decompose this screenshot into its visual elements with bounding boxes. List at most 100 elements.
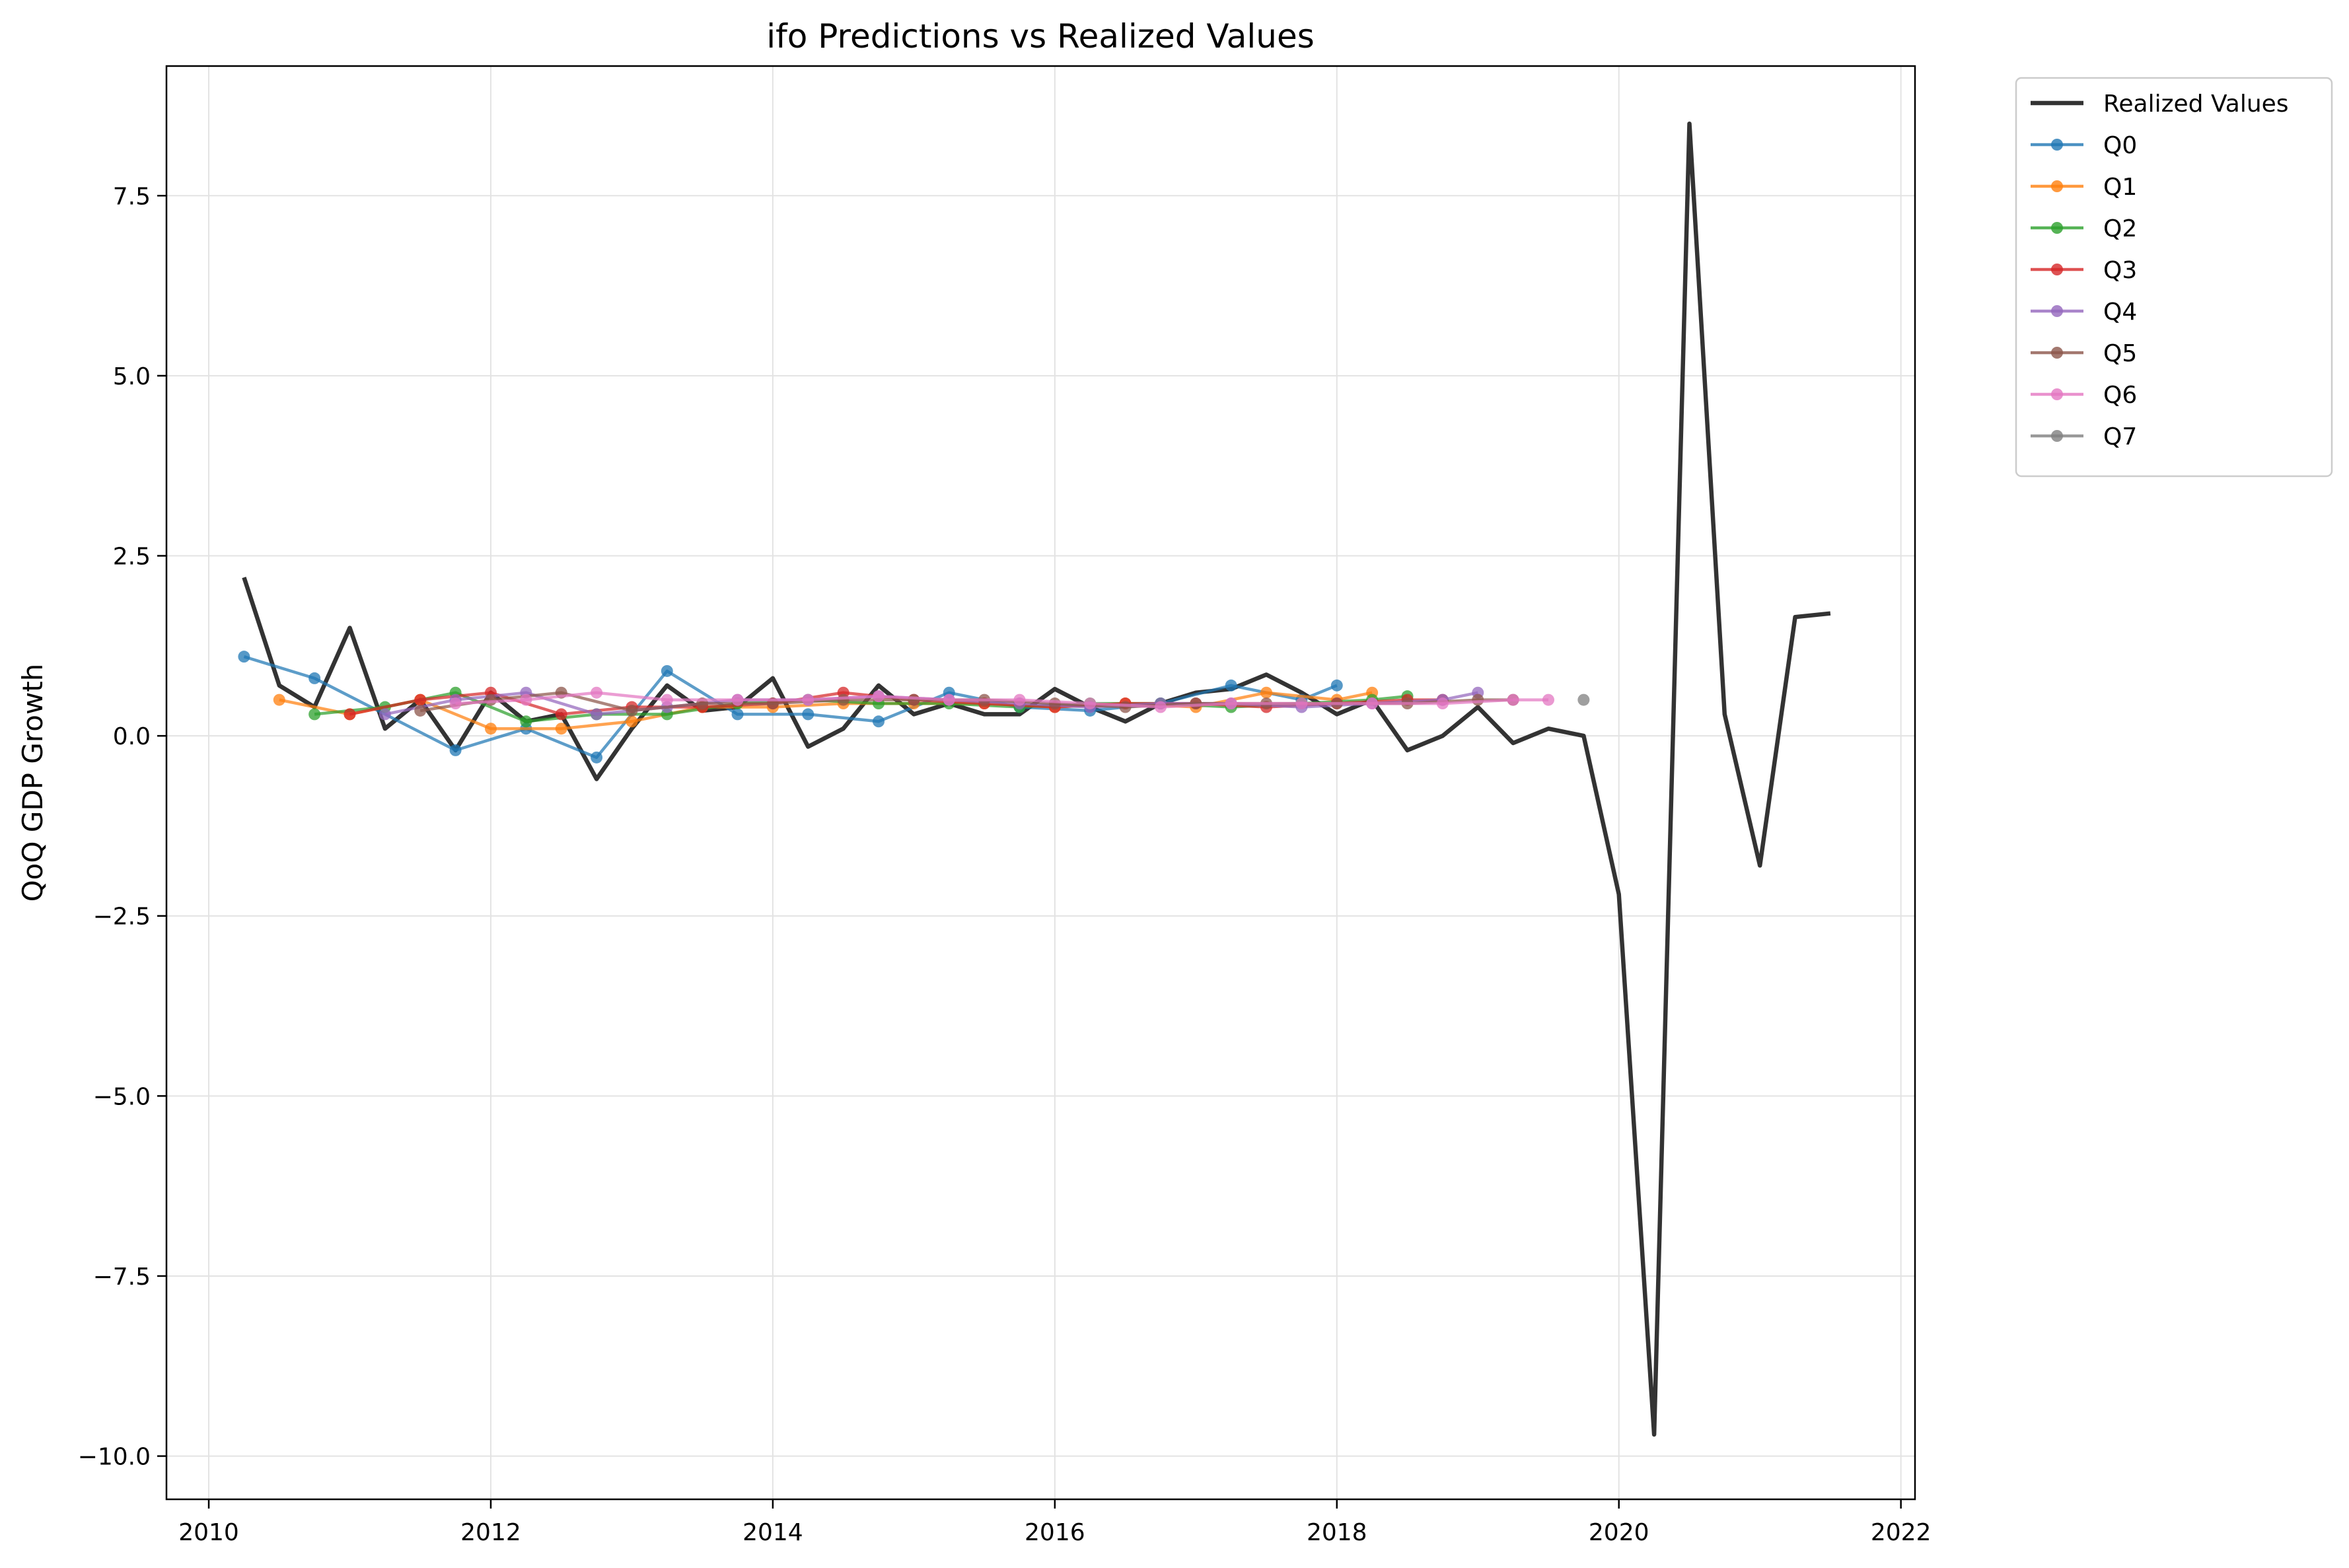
data-point [1436, 697, 1449, 710]
legend-marker [2051, 347, 2063, 359]
data-point [837, 694, 849, 706]
data-point [379, 708, 391, 721]
legend-item: Q5 [2031, 340, 2137, 367]
legend-item: Q2 [2031, 215, 2137, 242]
legend-marker [2051, 264, 2063, 275]
legend-item: Q7 [2031, 423, 2137, 450]
data-point [520, 694, 532, 706]
data-point [591, 708, 603, 721]
legend-item: Q1 [2031, 174, 2137, 201]
data-point [943, 694, 955, 706]
legend-marker [2051, 388, 2063, 400]
data-point [308, 672, 321, 684]
y-tick-label: −10.0 [78, 1444, 151, 1471]
data-point [1507, 694, 1519, 706]
grid [166, 66, 1915, 1499]
data-point [484, 694, 497, 706]
data-point [802, 694, 814, 706]
legend-marker [2051, 180, 2063, 192]
data-point [449, 697, 462, 710]
data-point [484, 723, 497, 735]
series-layer [238, 121, 1831, 1437]
data-point [273, 694, 285, 706]
data-point [661, 694, 673, 706]
data-point [1225, 679, 1237, 692]
data-point [555, 708, 567, 721]
legend-label: Q7 [2103, 423, 2137, 450]
data-point [308, 708, 321, 721]
data-point [414, 704, 427, 717]
legend-marker [2051, 139, 2063, 151]
plot-frame [165, 65, 1916, 1501]
data-point [238, 651, 250, 663]
legend-item: Q6 [2031, 382, 2137, 409]
legend-marker [2051, 430, 2063, 442]
legend-label: Q5 [2103, 340, 2137, 367]
data-point [908, 694, 920, 706]
y-tick-label: 7.5 [113, 183, 151, 210]
legend-label: Q3 [2103, 257, 2137, 284]
legend-item: Q0 [2031, 132, 2137, 159]
legend-label: Realized Values [2103, 90, 2289, 118]
data-point [1190, 697, 1202, 710]
x-tick-label: 2020 [1589, 1519, 1649, 1546]
series-line [243, 655, 1338, 760]
legend-label: Q6 [2103, 382, 2137, 409]
legend-label: Q4 [2103, 299, 2137, 326]
legend-label: Q1 [2103, 174, 2137, 201]
x-tick-label: 2014 [742, 1519, 803, 1546]
legend-label: Q0 [2103, 132, 2137, 159]
legend-marker [2051, 305, 2063, 317]
data-point [449, 744, 462, 756]
legend-item: Q3 [2031, 257, 2137, 284]
data-point [1154, 701, 1167, 713]
data-point [731, 694, 744, 706]
legend-label: Q2 [2103, 215, 2137, 242]
chart-title: ifo Predictions vs Realized Values [766, 17, 1315, 55]
data-point [1260, 686, 1273, 699]
data-point [414, 694, 427, 706]
legend-item: Realized Values [2031, 90, 2289, 118]
data-point [802, 708, 814, 721]
data-point [1013, 694, 1026, 706]
x-tick-label: 2010 [178, 1519, 239, 1546]
legend-frame [2015, 77, 2333, 478]
y-tick-label: −7.5 [93, 1264, 151, 1291]
data-point [1577, 694, 1590, 706]
y-tick-label: −2.5 [93, 904, 151, 931]
data-point [1119, 701, 1132, 713]
y-tick-label: 0.0 [113, 723, 151, 750]
data-point [661, 664, 673, 677]
y-tick-label: 2.5 [113, 544, 151, 571]
legend-item: Q4 [2031, 299, 2137, 326]
axes: 2010 2012 2014 2016 2018 2020 2022 −10.0 −7.5 −5.… [78, 183, 1932, 1546]
data-point [1084, 697, 1097, 710]
legend-marker [2051, 222, 2063, 234]
x-tick-label: 2018 [1307, 1519, 1367, 1546]
data-point [520, 715, 532, 728]
data-point [1330, 679, 1343, 692]
data-point [1225, 697, 1237, 710]
data-point [626, 704, 638, 717]
data-point [626, 715, 638, 728]
x-tick-label: 2016 [1025, 1519, 1085, 1546]
y-tick-label: −5.0 [93, 1083, 151, 1110]
data-point [1542, 694, 1554, 706]
data-point [343, 708, 356, 721]
data-point [1472, 694, 1484, 706]
y-tick-label: 5.0 [113, 363, 151, 390]
data-point [591, 686, 603, 699]
y-axis-label: QoQ GDP Growth [17, 664, 49, 902]
series-q6 [449, 686, 1554, 713]
series-q7 [1577, 694, 1590, 706]
legend: Realized Values Q0 Q1 Q2 Q3 Q4 Q5 Q6 Q7 [2015, 77, 2333, 478]
data-point [731, 708, 744, 721]
x-tick-label: 2022 [1871, 1519, 1932, 1546]
data-point [591, 751, 603, 764]
x-tick-label: 2012 [460, 1519, 521, 1546]
data-point [1048, 697, 1061, 710]
data-point [1366, 697, 1379, 710]
